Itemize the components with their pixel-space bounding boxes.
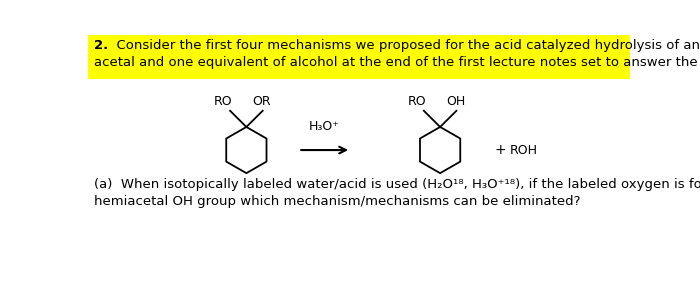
Text: Consider the first four mechanisms we proposed for the acid catalyzed hydrolysis: Consider the first four mechanisms we pr… [108, 39, 700, 52]
Text: OH: OH [447, 95, 466, 108]
Text: (a)  When isotopically labeled water/acid is used (H₂O¹⁸, H₃O⁺¹⁸), if the labele: (a) When isotopically labeled water/acid… [94, 178, 700, 191]
Text: RO: RO [407, 95, 426, 108]
Text: 2.: 2. [94, 39, 108, 52]
Text: hemiacetal OH group which mechanism/mechanisms can be eliminated?: hemiacetal OH group which mechanism/mech… [94, 195, 580, 208]
Text: H₃O⁺: H₃O⁺ [309, 120, 340, 133]
Text: RO: RO [214, 95, 232, 108]
Text: OR: OR [253, 95, 271, 108]
Text: +: + [494, 143, 506, 157]
Text: ROH: ROH [510, 143, 538, 157]
FancyBboxPatch shape [88, 35, 630, 79]
Text: acetal and one equivalent of alcohol at the end of the first lecture notes set t: acetal and one equivalent of alcohol at … [94, 56, 700, 69]
